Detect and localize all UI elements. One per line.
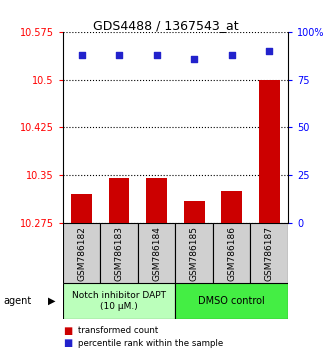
Text: ■: ■ (63, 326, 72, 336)
Text: DMSO control: DMSO control (198, 296, 265, 306)
Bar (146, 178, 167, 223)
Bar (71, 194, 92, 223)
Text: GSM786187: GSM786187 (265, 225, 274, 281)
Bar (213, 223, 251, 283)
Bar (63, 283, 175, 319)
Bar (63, 223, 100, 283)
Point (154, 52, 159, 58)
Text: GSM786184: GSM786184 (152, 225, 161, 281)
Point (266, 48, 272, 54)
Text: GSM786186: GSM786186 (227, 225, 236, 281)
Point (192, 56, 197, 62)
Text: GDS4488 / 1367543_at: GDS4488 / 1367543_at (93, 19, 238, 33)
Text: ▶: ▶ (48, 296, 55, 306)
Bar (251, 223, 288, 283)
Bar (175, 223, 213, 283)
Bar (138, 223, 175, 283)
Bar (100, 223, 138, 283)
Text: ■: ■ (63, 338, 72, 348)
Text: GSM786185: GSM786185 (190, 225, 199, 281)
Bar (175, 283, 288, 319)
Bar (109, 178, 129, 223)
Text: GSM786182: GSM786182 (77, 225, 86, 281)
Point (229, 52, 234, 58)
Text: agent: agent (3, 296, 31, 306)
Bar (259, 80, 279, 223)
Point (117, 52, 122, 58)
Point (79, 52, 84, 58)
Bar (221, 191, 242, 223)
Text: Notch inhibitor DAPT
(10 μM.): Notch inhibitor DAPT (10 μM.) (72, 291, 166, 311)
Bar (184, 201, 205, 223)
Text: transformed count: transformed count (78, 326, 158, 336)
Text: percentile rank within the sample: percentile rank within the sample (78, 339, 223, 348)
Text: GSM786183: GSM786183 (115, 225, 124, 281)
